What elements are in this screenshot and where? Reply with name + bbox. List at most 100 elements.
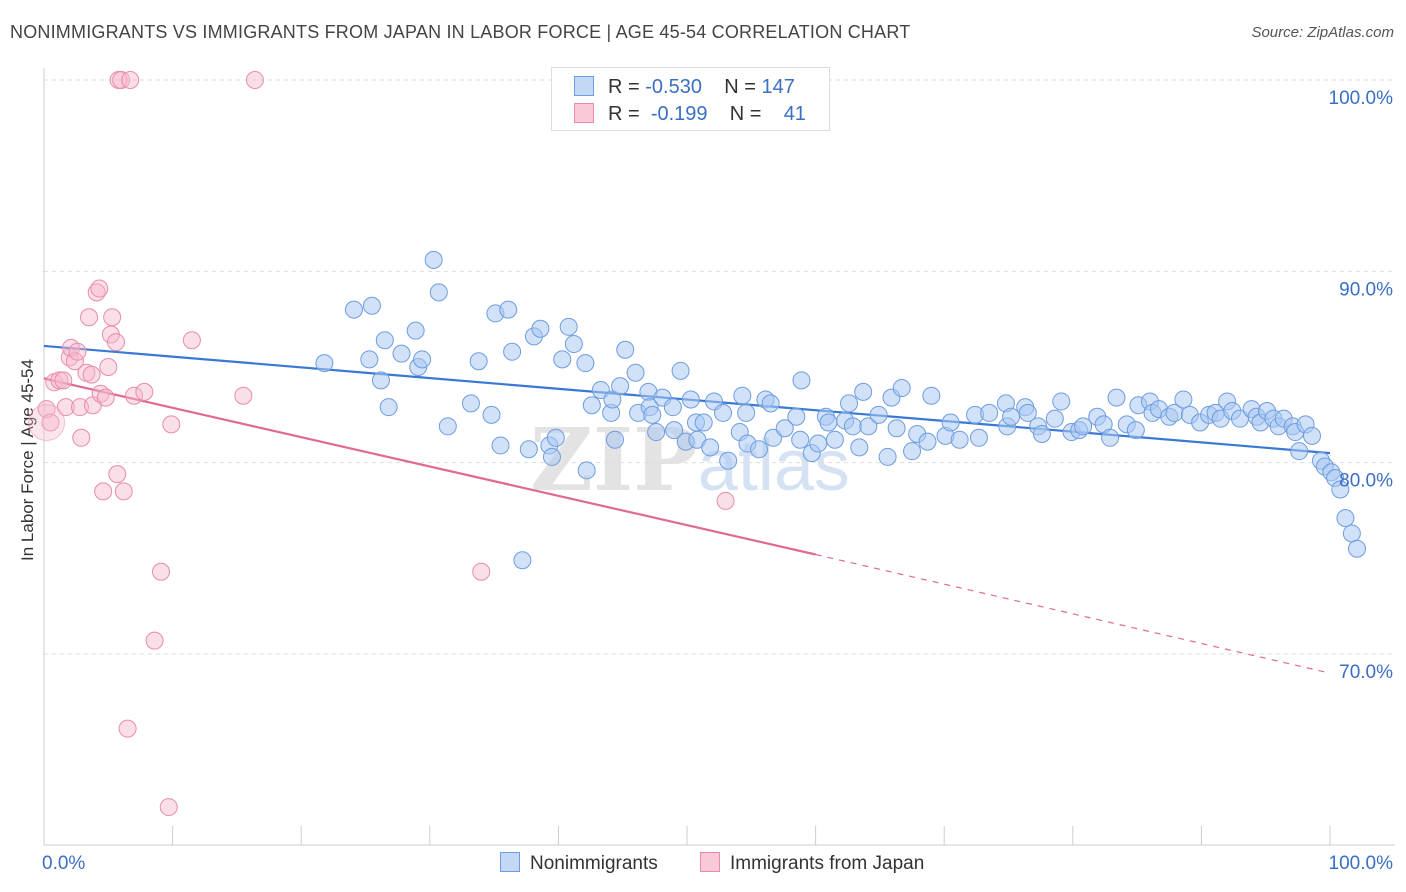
nonimmigrant-point xyxy=(694,413,713,432)
nonimmigrant-point xyxy=(392,344,411,363)
correlation-legend: R = -0.530 N = 147 R = -0.199 N = 41 xyxy=(551,67,830,131)
immigrant-point xyxy=(159,798,178,817)
nonimmigrant-point xyxy=(825,430,844,449)
immigrant-point xyxy=(234,386,253,405)
nonimmigrant-point xyxy=(559,317,578,336)
legend-item-immigrants[interactable]: Immigrants from Japan xyxy=(700,852,924,875)
nonimmigrant-point xyxy=(315,354,334,373)
y-tick-label: 70.0% xyxy=(1339,662,1393,683)
nonimmigrant-point xyxy=(424,250,443,269)
nonimmigrant-point xyxy=(1342,524,1361,543)
source-label: Source: ZipAtlas.com xyxy=(1251,24,1394,41)
immigrant-point xyxy=(99,358,118,376)
nonimmigrant-point xyxy=(922,386,941,405)
r-label: R = xyxy=(608,76,640,98)
nonimmigrant-point xyxy=(854,382,873,401)
nonimmigrant-point xyxy=(461,394,480,413)
y-tick-label: 80.0% xyxy=(1339,471,1393,492)
n-value: 41 xyxy=(783,103,806,125)
immigrant-point xyxy=(96,388,115,407)
nonimmigrant-point xyxy=(413,350,432,369)
nonimmigrant-point xyxy=(761,394,780,413)
nonimmigrant-point xyxy=(491,436,510,455)
immigrant-trend-line xyxy=(43,377,816,556)
nonimmigrant-point xyxy=(605,430,624,449)
nonimmigrant-point xyxy=(969,428,988,447)
nonimmigrant-point xyxy=(362,296,381,315)
nonimmigrant-point xyxy=(542,447,561,466)
nonimmigrant-point xyxy=(611,377,630,396)
y-tick-label: 100.0% xyxy=(1329,88,1394,109)
immigrant-point xyxy=(118,719,137,738)
nonimmigrant-point xyxy=(819,413,838,432)
nonimmigrant-point xyxy=(546,428,565,447)
immigrant-point xyxy=(135,382,154,401)
nonimmigrant-point xyxy=(591,380,610,399)
nonimmigrant-point xyxy=(469,352,488,371)
nonimmigrant-point xyxy=(1002,407,1021,426)
immigrant-point xyxy=(50,371,69,390)
nonimmigrant-point xyxy=(750,440,769,459)
immigrant-point xyxy=(152,562,171,581)
r-value: -0.530 xyxy=(645,76,702,98)
nonimmigrant-point xyxy=(1348,539,1367,558)
nonimmigrant-point xyxy=(1018,403,1037,422)
nonimmigrant-point xyxy=(1336,509,1355,528)
immigrant-point xyxy=(114,482,133,501)
nonimmigrant-point xyxy=(671,361,690,380)
nonimmigrant-point xyxy=(429,283,448,302)
n-label: N = xyxy=(729,103,762,125)
immigrant-point xyxy=(68,342,87,361)
immigrant-point xyxy=(716,491,735,510)
nonimmigrant-point xyxy=(406,321,425,340)
nonimmigrant-point xyxy=(1290,442,1309,461)
nonimmigrant-point xyxy=(603,390,622,409)
nonimmigrant-point xyxy=(792,371,811,390)
nonimmigrant-point xyxy=(950,430,969,449)
nonimmigrant-point xyxy=(531,319,550,338)
nonimmigrant-point xyxy=(576,354,595,373)
immigrant-point xyxy=(80,308,99,327)
nonimmigrant-point xyxy=(775,419,794,438)
immigrant-point xyxy=(90,279,109,298)
r-value: -0.199 xyxy=(650,103,708,125)
nonimmigrant-point xyxy=(647,423,666,442)
immigrant-point xyxy=(472,562,491,581)
nonimmigrant-point xyxy=(918,432,937,451)
nonimmigrant-point xyxy=(787,407,806,426)
legend-item-nonimmigrants[interactable]: Nonimmigrants xyxy=(500,852,658,875)
n-value: 147 xyxy=(761,76,795,98)
data-points xyxy=(28,71,1367,817)
nonimmigrant-point xyxy=(733,386,752,405)
nonimmigrant-point xyxy=(764,428,783,447)
tick-labels: 100.0% 90.0% 80.0% 70.0% 0.0% 100.0% xyxy=(42,88,1393,874)
nonimmigrant-point xyxy=(371,371,390,390)
immigrant-point xyxy=(94,482,113,501)
nonimmigrant-point xyxy=(869,405,888,424)
nonimmigrant-point xyxy=(1174,390,1193,409)
nonimmigrant-point xyxy=(626,363,645,382)
nonimmigrant-point xyxy=(375,331,394,350)
grid-lines xyxy=(44,79,1395,655)
immigrant-point xyxy=(145,631,164,650)
immigrant-point xyxy=(182,331,201,350)
nonimmigrant-point xyxy=(737,403,756,422)
nonimmigrant-point xyxy=(360,350,379,369)
nonimmigrant-point xyxy=(665,421,684,440)
nonimmigrant-point xyxy=(714,403,733,422)
axes xyxy=(43,68,1395,846)
immigrant-point xyxy=(41,413,60,432)
immigrant-point xyxy=(72,428,91,447)
immigrant-point xyxy=(108,465,127,484)
immigrant-point xyxy=(54,371,73,390)
nonimmigrant-point xyxy=(663,398,682,417)
pink-swatch-icon xyxy=(574,103,594,123)
legend-row-nonimmigrants: R = -0.530 N = 147 xyxy=(574,76,795,98)
immigrant-point xyxy=(245,71,264,89)
nonimmigrant-point xyxy=(344,300,363,319)
nonimmigrant-point xyxy=(878,447,897,466)
legend-label: Nonimmigrants xyxy=(530,853,658,874)
chart-title: NONIMMIGRANTS VS IMMIGRANTS FROM JAPAN I… xyxy=(10,22,911,42)
nonimmigrant-point xyxy=(643,405,662,424)
legend-row-immigrants: R = -0.199 N = 41 xyxy=(574,103,806,125)
